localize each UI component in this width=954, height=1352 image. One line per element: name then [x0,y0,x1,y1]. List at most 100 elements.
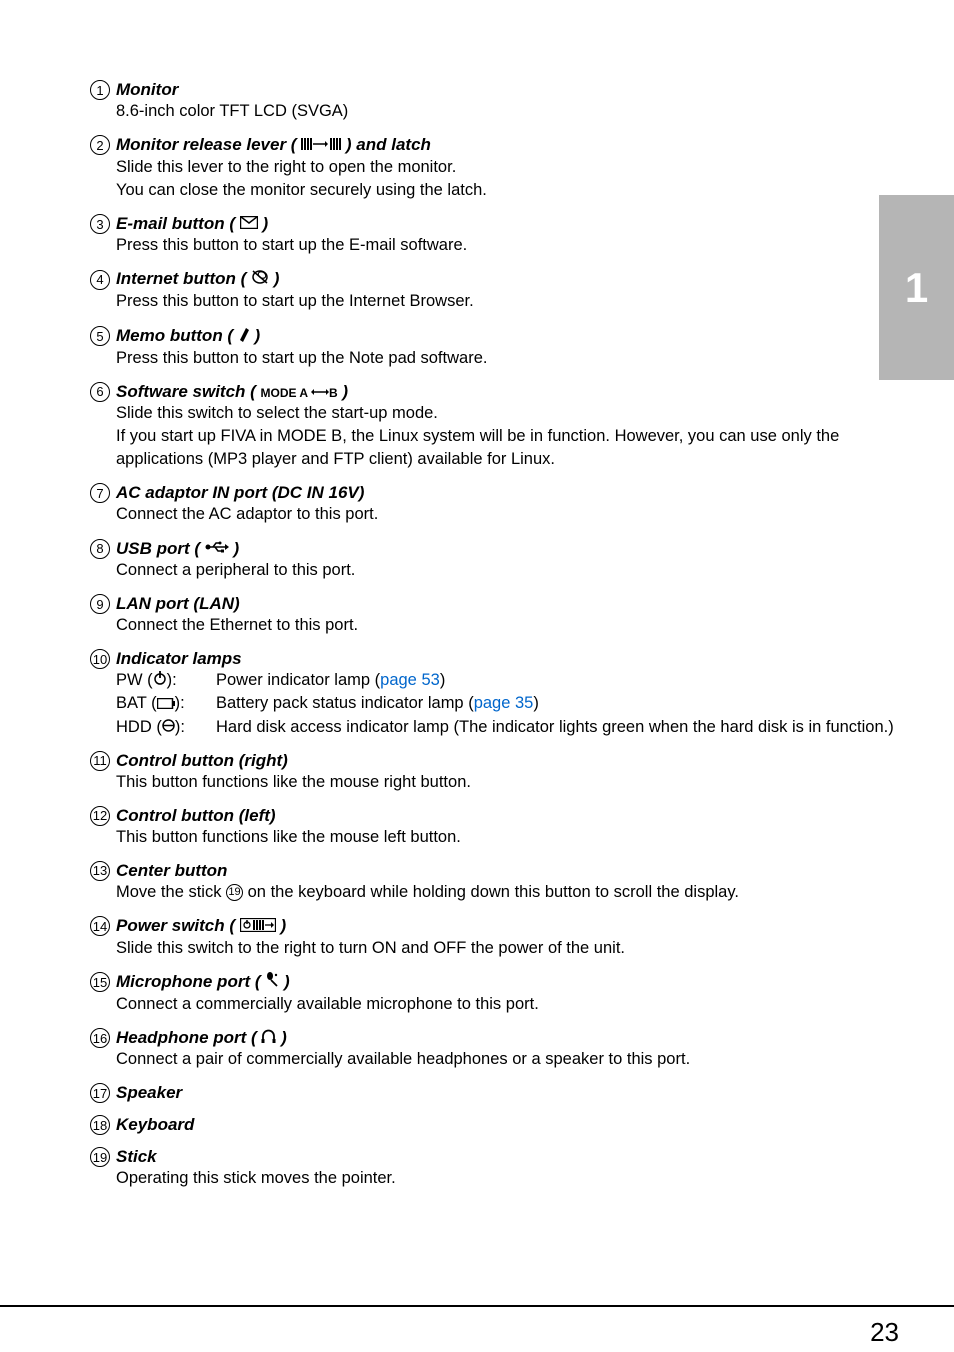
item-description: Press this button to start up the E-mail… [116,234,894,257]
item-header: 5Memo button ( ) [90,326,894,347]
item-header: 2 Monitor release lever ( ) and latch [90,135,894,156]
circled-number: 13 [90,861,110,881]
internet-icon [251,269,269,290]
list-item: 12Control button (left)This button funct… [90,806,894,849]
item-header: 1 Monitor [90,80,894,100]
mic-icon [265,972,279,993]
list-item: 5Memo button ( )Press this button to sta… [90,326,894,370]
item-header: 14 Power switch ( ) [90,916,894,937]
list-item: 2 Monitor release lever ( ) and latchSlid… [90,135,894,202]
item-description: This button functions like the mouse lef… [116,826,894,849]
circled-number: 17 [90,1083,110,1103]
circled-number: 1 [90,80,110,100]
list-item: 11 Control button (right)This button func… [90,751,894,794]
item-title: Headphone port ( ) [116,1028,287,1049]
item-header: 16 Headphone port ( ) [90,1028,894,1049]
item-header: 3 E-mail button ( ) [90,214,894,235]
indicator-text: Hard disk access indicator lamp (The ind… [216,716,894,739]
item-header: 9LAN port (LAN) [90,594,894,614]
list-item: 6 Software switch ( MODE A B )Slide this … [90,382,894,472]
circled-number: 15 [90,972,110,992]
circled-number: 8 [90,539,110,559]
list-item: 14 Power switch ( )Slide this switch to t… [90,916,894,960]
item-title: Stick [116,1147,157,1167]
item-description: Press this button to start up the Note p… [116,347,894,370]
item-header: 12Control button (left) [90,806,894,826]
item-title: Center button [116,861,227,881]
item-title: Control button (right) [116,751,288,771]
usb-icon [205,539,229,559]
circled-number: 12 [90,806,110,826]
indicator-row: HDD ():Hard disk access indicator lamp (… [116,716,894,739]
list-item: 1 Monitor8.6-inch color TFT LCD (SVGA) [90,80,894,123]
item-header: 4 Internet button ( ) [90,269,894,290]
item-header: 17 Speaker [90,1083,894,1103]
item-description: If you start up FIVA in MODE B, the Linu… [116,425,894,471]
item-description: Connect the AC adaptor to this port. [116,503,894,526]
circled-number: 4 [90,270,110,290]
item-title: LAN port (LAN) [116,594,240,614]
circled-number: 11 [90,751,110,771]
powerswitch-icon [240,917,276,937]
item-description: Move the stick 19 on the keyboard while … [116,881,894,904]
item-header: 19 Stick [90,1147,894,1167]
hdd-icon [162,716,175,739]
item-description: Connect a peripheral to this port. [116,559,894,582]
circled-number: 18 [90,1115,110,1135]
memo-icon [238,326,250,347]
item-description: Connect a pair of commercially available… [116,1048,894,1071]
item-description: Press this button to start up the Intern… [116,290,894,313]
item-description: This button functions like the mouse rig… [116,771,894,794]
circled-number: 2 [90,135,110,155]
list-item: 10Indicator lampsPW ():Power indicator l… [90,649,894,739]
item-header: 13 Center button [90,861,894,881]
item-title: Keyboard [116,1115,194,1135]
circled-number: 3 [90,214,110,234]
item-title: Software switch ( MODE A B ) [116,382,348,403]
item-description: Slide this lever to the right to open th… [116,156,894,179]
indicator-label: BAT (): [116,692,216,715]
item-title: Indicator lamps [116,649,242,669]
list-item: 7AC adaptor IN port (DC IN 16V)Connect t… [90,483,894,526]
item-title: Power switch ( ) [116,916,286,937]
item-description: 8.6-inch color TFT LCD (SVGA) [116,100,894,123]
page-link[interactable]: page 53 [380,671,440,689]
item-description: Connect the Ethernet to this port. [116,614,894,637]
circled-number: 5 [90,326,110,346]
list-item: 13 Center buttonMove the stick 19 on the … [90,861,894,904]
content-area: 1 Monitor8.6-inch color TFT LCD (SVGA) 2 Mo… [0,0,954,1190]
circled-number: 6 [90,382,110,402]
item-description: Operating this stick moves the pointer. [116,1167,894,1190]
page-link[interactable]: page 35 [474,694,534,712]
item-title: Microphone port ( ) [116,972,290,993]
list-item: 15Microphone port ( )Connect a commercia… [90,972,894,1016]
item-header: 11 Control button (right) [90,751,894,771]
item-title: E-mail button ( ) [116,214,268,235]
list-item: 4 Internet button ( )Press this button to… [90,269,894,313]
list-item: 3 E-mail button ( )Press this button to s… [90,214,894,258]
item-description: Slide this switch to the right to turn O… [116,937,894,960]
page-footer: 23 [0,1305,954,1317]
item-header: 18 Keyboard [90,1115,894,1135]
item-header: 15 Microphone port ( ) [90,972,894,993]
item-title: Monitor release lever ( ) and latch [116,135,431,156]
item-title: USB port ( ) [116,539,239,560]
arrows-icon [311,382,329,402]
item-description: Slide this switch to select the start-up… [116,402,894,425]
indicator-text: Battery pack status indicator lamp (page… [216,692,894,715]
item-header: 7AC adaptor IN port (DC IN 16V) [90,483,894,503]
circled-number-inline: 19 [226,884,243,901]
list-item: 17 Speaker [90,1083,894,1103]
circled-number: 10 [90,649,110,669]
item-title: Internet button ( ) [116,269,279,290]
mail-icon [240,214,258,234]
page-number: 23 [870,1317,899,1348]
circled-number: 14 [90,916,110,936]
circled-number: 16 [90,1028,110,1048]
indicator-label: HDD (): [116,716,216,739]
circled-number: 19 [90,1147,110,1167]
item-title: Monitor [116,80,178,100]
item-title: Speaker [116,1083,182,1103]
indicator-label: PW (): [116,669,216,692]
indicator-row: BAT ():Battery pack status indicator lam… [116,692,894,715]
